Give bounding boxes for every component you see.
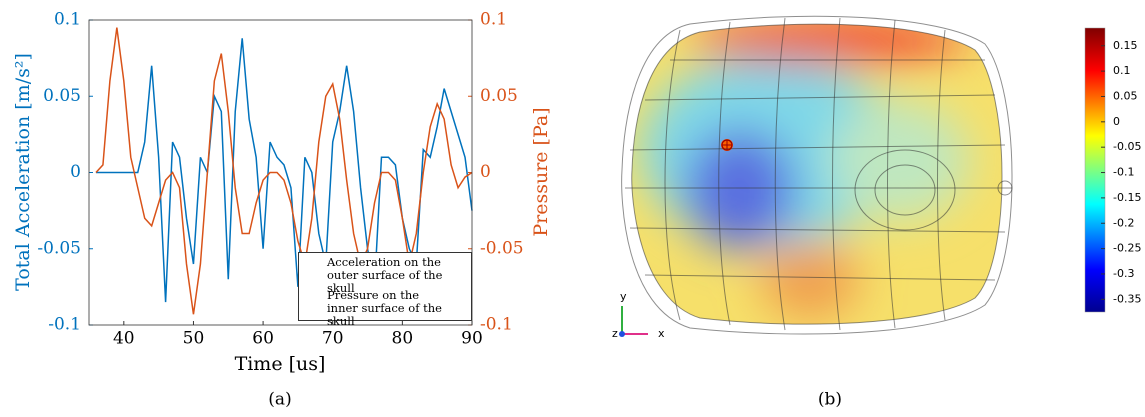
legend: Acceleration on the outer surface of the… — [298, 252, 472, 328]
colorbar-tick-label: -0.2 — [1113, 216, 1134, 229]
colorbar-tick-label: 0.1 — [1113, 64, 1131, 77]
y-tick-label: -0.05 — [37, 238, 81, 258]
caption: (b) — [818, 390, 842, 410]
x-tick-label: 60 — [252, 329, 274, 349]
legend-label: Acceleration on the outer surface of the… — [327, 255, 443, 295]
colorbar-tick-label: -0.3 — [1113, 267, 1134, 280]
plot-frame — [88, 19, 473, 326]
y2-tick-label: 0 — [480, 162, 491, 182]
colorbar-tick-label: -0.35 — [1113, 292, 1141, 305]
colorbar-tick-label: 0.05 — [1113, 89, 1138, 102]
head-map: x y z — [612, 15, 1013, 340]
y-tick-label: 0.05 — [43, 86, 81, 106]
y2-tick-label: -0.05 — [480, 238, 524, 258]
y-tick-label: 0 — [70, 162, 81, 182]
colorbar-tick-label: -0.15 — [1113, 191, 1141, 204]
colorbar-tick-label: -0.05 — [1113, 140, 1141, 153]
colorbar-tick-label: 0 — [1113, 115, 1120, 128]
y-axis-label: Total Acceleration [m/s²] — [12, 53, 34, 291]
y2-axis-label: Pressure [Pa] — [530, 107, 552, 236]
y-tick-label: 0.1 — [54, 10, 81, 30]
x-tick-label: 50 — [183, 329, 205, 349]
x-tick-label: 90 — [461, 329, 483, 349]
caption: (a) — [268, 390, 291, 410]
x-tick-label: 70 — [322, 329, 344, 349]
x-tick-label: 80 — [392, 329, 414, 349]
colorbar — [1084, 27, 1106, 313]
y2-tick-label: 0.05 — [480, 86, 518, 106]
triad-label: z — [612, 327, 618, 340]
colorbar-tick-label: 0.15 — [1113, 39, 1138, 52]
x-axis-label: Time [us] — [235, 353, 326, 375]
colorbar-tick-label: -0.1 — [1113, 166, 1134, 179]
x-tick-label: 40 — [113, 329, 135, 349]
y2-tick-label: 0.1 — [480, 10, 507, 30]
series-line — [95, 38, 473, 303]
y2-tick-label: -0.1 — [480, 315, 513, 335]
triad-label: x — [658, 327, 665, 340]
legend-label: Pressure on the inner surface of the sku… — [327, 288, 442, 328]
y-tick-label: -0.1 — [48, 315, 81, 335]
colorbar-tick-label: -0.25 — [1113, 242, 1141, 255]
triad-label: y — [620, 290, 627, 303]
